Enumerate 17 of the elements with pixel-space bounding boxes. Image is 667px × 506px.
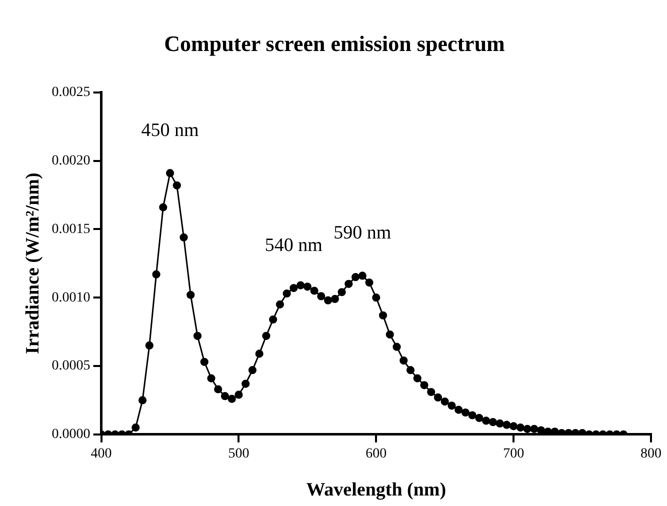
y-tick-label: 0.0015 [52,222,90,237]
x-tick-label: 700 [503,446,524,462]
y-tick-label: 0.0025 [52,85,90,100]
annotation: 450 nm [141,120,199,142]
x-axis-title: Wavelength (nm) [306,480,446,501]
y-tick-label: 0.0020 [52,153,90,168]
annotation: 590 nm [334,222,392,244]
annotation: 540 nm [264,235,323,256]
y-axis-title: Irradiance (W/m²/nm) [22,172,44,354]
x-tick-label: 800 [640,446,662,462]
y-tick-label: 0.0010 [52,290,90,306]
x-tick-label: 600 [366,446,387,462]
y-tick-label: 0.0000 [52,427,90,442]
y-tick-label: 0.0005 [52,358,90,374]
x-tick-label: 400 [90,446,112,462]
x-tick-label: 500 [228,446,250,462]
chart-title: Computer screen emission spectrum [164,30,505,56]
